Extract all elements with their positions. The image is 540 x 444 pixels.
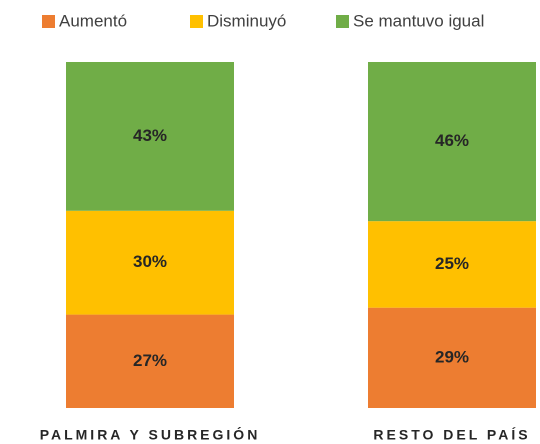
data-label: 43% bbox=[133, 126, 167, 145]
x-tick-label: PALMIRA Y SUBREGIÓN bbox=[40, 426, 261, 443]
legend-swatch bbox=[336, 15, 349, 28]
bar-segment bbox=[368, 62, 536, 222]
bar-segment bbox=[66, 62, 234, 211]
data-label: 29% bbox=[435, 347, 469, 366]
data-label: 30% bbox=[133, 252, 167, 271]
legend-label: Aumentó bbox=[59, 11, 127, 30]
x-tick-label: RESTO DEL PAÍS bbox=[373, 427, 530, 443]
bar-segment bbox=[66, 210, 234, 315]
bar-segment bbox=[368, 221, 536, 308]
legend-swatch bbox=[42, 15, 55, 28]
data-label: 46% bbox=[435, 131, 469, 150]
legend-label: Disminuyó bbox=[207, 11, 286, 30]
data-label: 27% bbox=[133, 351, 167, 370]
bar-segment bbox=[66, 314, 234, 408]
data-label: 25% bbox=[435, 254, 469, 273]
legend-label: Se mantuvo igual bbox=[353, 11, 484, 30]
legend-swatch bbox=[190, 15, 203, 28]
bar-segment bbox=[368, 307, 536, 408]
